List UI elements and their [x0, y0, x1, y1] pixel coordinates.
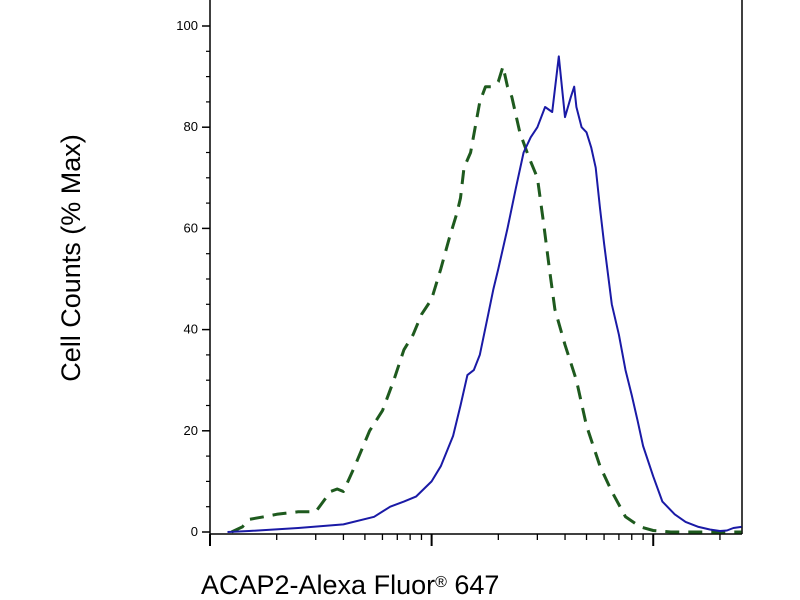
y-tick-label: 80 — [184, 119, 198, 134]
y-tick-label: 0 — [191, 524, 198, 539]
dashed-histogram-trace — [230, 65, 742, 534]
x-axis-title-suffix: 647 — [447, 570, 500, 600]
y-axis-title: Cell Counts (% Max) — [56, 134, 86, 382]
y-axis-tick-labels: 0 20 40 60 80 100 — [176, 18, 198, 539]
x-axis-title-main: ACAP2-Alexa Fluor — [201, 570, 435, 600]
solid-histogram-trace — [227, 55, 742, 533]
y-axis-ticks — [202, 25, 210, 533]
y-tick-label: 20 — [184, 423, 198, 438]
y-tick-label: 100 — [176, 18, 198, 33]
x-axis-ticks — [209, 534, 721, 546]
series-layer — [227, 55, 742, 534]
y-tick-label: 60 — [184, 220, 198, 235]
y-tick-label: 40 — [184, 322, 198, 337]
x-axis-title-registered-mark: ® — [435, 574, 447, 591]
x-axis-title: ACAP2-Alexa Fluor® 647 — [201, 570, 499, 600]
